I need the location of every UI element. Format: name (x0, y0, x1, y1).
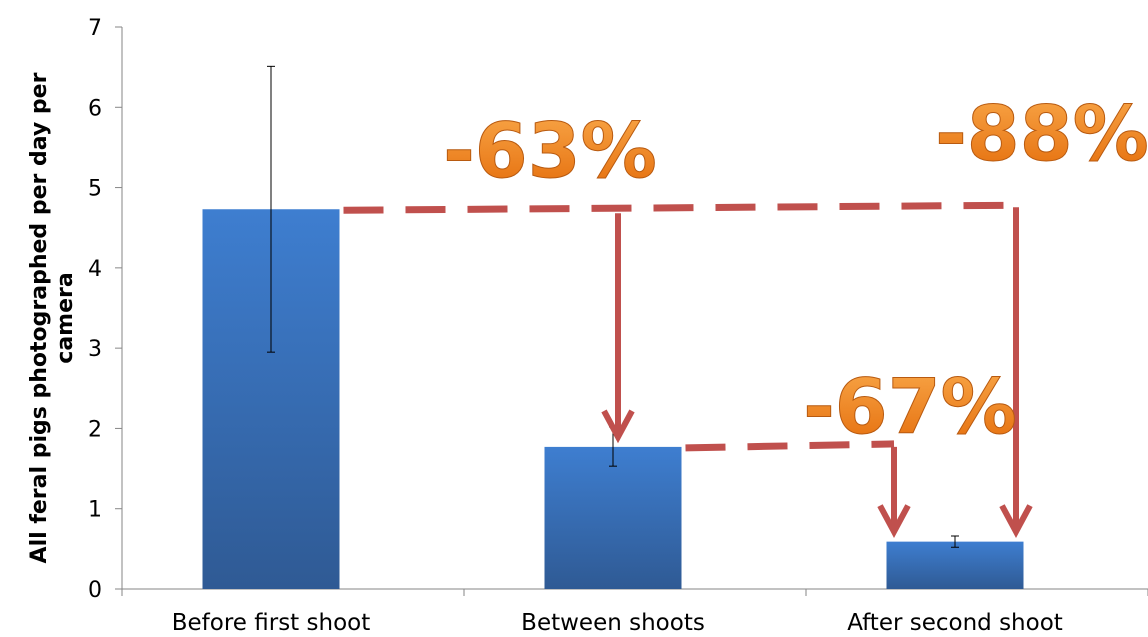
y-tick-label: 6 (88, 96, 102, 121)
dashed-connector-top (343, 201, 1017, 214)
y-tick-label: 0 (88, 578, 102, 603)
x-tick-label: After second shoot (847, 610, 1063, 636)
arrowhead-bar-2-short (877, 504, 911, 538)
y-tick-label: 5 (88, 177, 102, 202)
y-axis-title: All feral pigs photographed per day perc… (27, 72, 78, 563)
bar-1 (544, 446, 682, 589)
dashed-connector-mid (685, 440, 895, 452)
annotation-minus-67pct: -67% (803, 362, 1016, 451)
annotation-minus-88pct: -88% (935, 89, 1148, 178)
change-arrows (343, 201, 1033, 538)
percent-annotations: -63% -88% -67% (443, 89, 1148, 452)
arrowhead-bar-1 (601, 409, 635, 444)
y-tick-label: 7 (88, 16, 102, 41)
x-tick-labels: Before first shoot Between shoots After se… (172, 610, 1063, 636)
x-tick-label: Before first shoot (172, 610, 371, 636)
annotation-minus-63pct: -63% (443, 106, 656, 195)
x-tick-label: Between shoots (521, 610, 705, 636)
y-tick-label: 1 (88, 498, 102, 523)
y-tick-label: 2 (88, 417, 102, 442)
y-tick-label: 4 (88, 257, 102, 282)
y-tick-labels: 0 1 2 3 4 5 6 7 (88, 16, 102, 603)
y-tick-label: 3 (88, 337, 102, 362)
bars (202, 209, 1024, 589)
bar-2 (886, 541, 1024, 589)
arrowhead-bar-2-long (999, 504, 1033, 538)
